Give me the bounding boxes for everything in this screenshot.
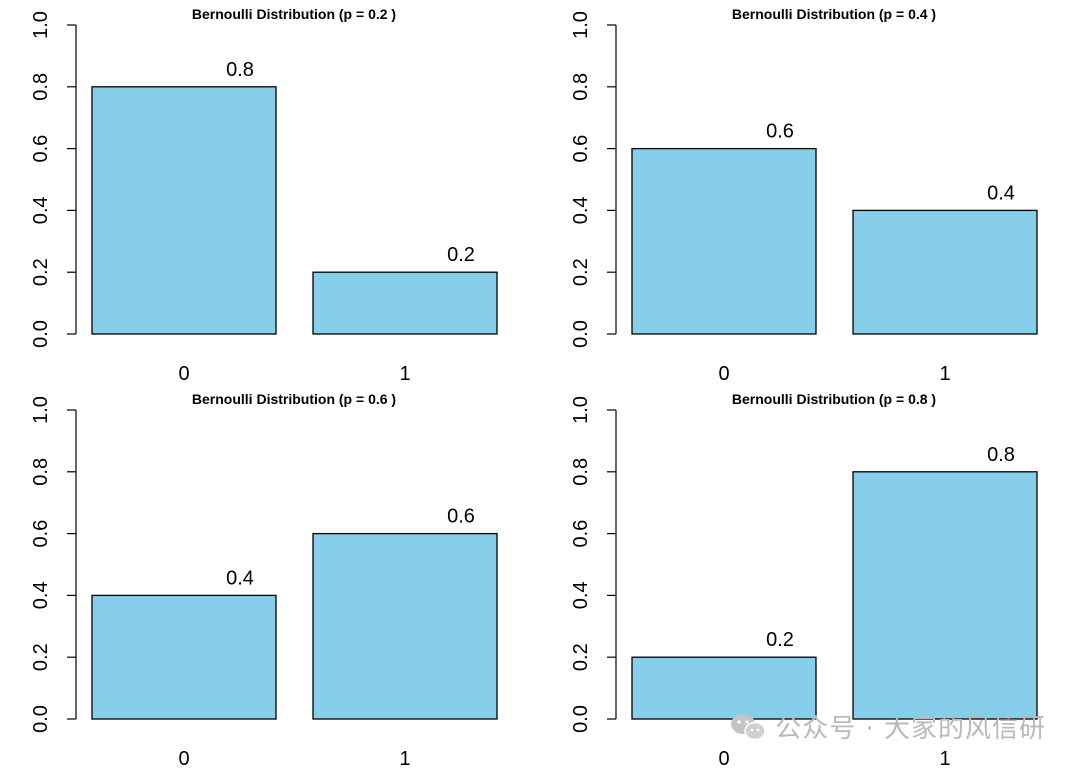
y-tick-label: 0.6 xyxy=(30,135,52,163)
x-tick-label: 0 xyxy=(718,748,729,770)
x-tick-label: 1 xyxy=(399,748,410,770)
y-tick-label: 1.0 xyxy=(570,396,592,424)
y-tick-label: 0.4 xyxy=(30,581,52,609)
data-label: 0.4 xyxy=(987,182,1015,204)
bar-0 xyxy=(91,86,277,335)
y-tick-label: 0.2 xyxy=(30,643,52,671)
chart-title: Bernoulli Distribution (p = 0.4 ) xyxy=(732,6,936,22)
y-tick-label: 0.6 xyxy=(570,135,592,163)
watermark-text: 公众号 · 大家的风信研 xyxy=(775,714,1046,744)
y-tick-label: 0.4 xyxy=(570,196,592,224)
bar-0 xyxy=(631,656,817,720)
data-label: 0.8 xyxy=(987,444,1015,466)
y-tick-label: 0.2 xyxy=(570,643,592,671)
x-tick-label: 1 xyxy=(939,748,950,770)
bar-0 xyxy=(631,147,817,335)
y-tick-label: 0.6 xyxy=(30,520,52,548)
chart-panel-4: Bernoulli Distribution (p = 0.8 ) 0.0 0.2 0… xyxy=(570,391,1038,770)
data-label: 0.6 xyxy=(766,121,794,143)
data-label: 0.4 xyxy=(226,567,254,589)
y-tick-label: 0.0 xyxy=(570,320,592,348)
data-label: 0.2 xyxy=(766,629,794,651)
wechat-icon xyxy=(731,713,766,740)
x-tick-label: 0 xyxy=(178,748,189,770)
bar-1 xyxy=(312,532,498,720)
y-tick-label: 0.8 xyxy=(30,73,52,101)
x-tick-label: 0 xyxy=(718,363,729,385)
x-tick-label: 0 xyxy=(178,363,189,385)
chart-title: Bernoulli Distribution (p = 0.2 ) xyxy=(192,6,396,22)
y-tick-label: 0.0 xyxy=(30,320,52,348)
y-tick-label: 0.6 xyxy=(570,520,592,548)
data-label: 0.6 xyxy=(447,506,475,528)
y-tick-label: 0.0 xyxy=(570,705,592,733)
chart-panel-2: Bernoulli Distribution (p = 0.4 ) 0.0 0.2 0… xyxy=(570,6,1038,385)
x-tick-label: 1 xyxy=(399,363,410,385)
bar-0 xyxy=(91,594,277,720)
y-tick-label: 1.0 xyxy=(30,396,52,424)
chart-title: Bernoulli Distribution (p = 0.6 ) xyxy=(192,391,396,407)
chart-title: Bernoulli Distribution (p = 0.8 ) xyxy=(732,391,936,407)
x-tick-label: 1 xyxy=(939,363,950,385)
bar-1 xyxy=(312,271,498,335)
y-tick-label: 0.8 xyxy=(570,458,592,486)
data-label: 0.2 xyxy=(447,244,475,266)
data-label: 0.8 xyxy=(226,59,254,81)
chart-panel-3: Bernoulli Distribution (p = 0.6 ) 0.0 0.2 0… xyxy=(30,391,498,770)
bar-1 xyxy=(852,471,1038,720)
y-tick-label: 0.4 xyxy=(30,196,52,224)
bar-1 xyxy=(852,209,1038,335)
y-tick-label: 1.0 xyxy=(570,11,592,39)
y-tick-label: 0.8 xyxy=(570,73,592,101)
y-tick-label: 0.2 xyxy=(570,258,592,286)
y-tick-label: 0.2 xyxy=(30,258,52,286)
y-tick-label: 0.4 xyxy=(570,581,592,609)
y-tick-label: 0.8 xyxy=(30,458,52,486)
y-tick-label: 0.0 xyxy=(30,705,52,733)
watermark: 公众号 · 大家的风信研 xyxy=(729,708,1046,745)
y-tick-label: 1.0 xyxy=(30,11,52,39)
chart-panel-1: Bernoulli Distribution (p = 0.2 ) 0.0 0.2 0… xyxy=(30,6,498,385)
